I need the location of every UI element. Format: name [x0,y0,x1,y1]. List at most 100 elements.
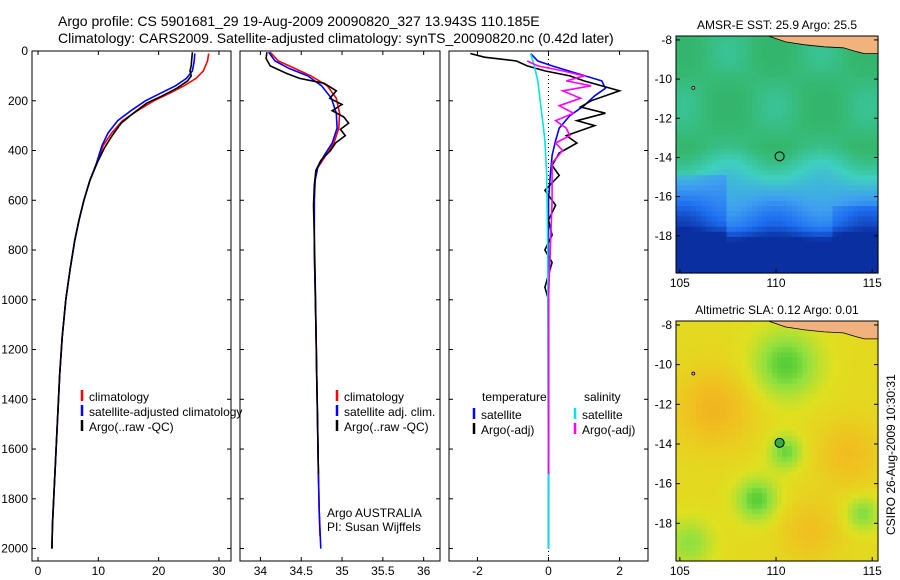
heatmap-cell [686,435,692,442]
heatmap-cell [696,461,702,468]
heatmap-cell [777,524,783,531]
heatmap-cell [731,430,738,437]
heatmap-cell [771,461,778,468]
heatmap-cell [726,97,733,104]
heatmap-cell [716,404,723,411]
heatmap-cell [741,139,748,145]
heatmap-cell [676,352,682,359]
heatmap-cell [797,487,803,494]
heatmap-cell [721,216,728,223]
heatmap-cell [792,113,798,120]
heatmap-cell [681,404,687,411]
heatmap-cell [691,231,697,238]
heatmap-cell [792,357,798,364]
heatmap-cell [792,347,798,353]
heatmap-cell [716,341,723,348]
heatmap-cell [817,435,824,442]
heatmap-cell [731,66,738,73]
heatmap-cell [802,118,808,125]
heatmap-cell [867,456,874,463]
heatmap-cell [681,82,687,89]
heatmap-cell [782,404,788,411]
heatmap-cell [832,144,839,150]
heatmap-cell [691,524,697,531]
heatmap-cell [736,185,743,192]
heatmap-cell [751,128,758,135]
heatmap-cell [756,331,763,338]
heatmap-cell [857,352,864,359]
heatmap-cell [827,529,834,536]
heatmap-cell [736,388,743,395]
heatmap-cell [726,336,733,343]
heatmap-cell [681,226,687,233]
heatmap-cell [792,108,798,114]
heatmap-cell [817,331,824,338]
heatmap-cell [711,514,717,520]
heatmap-cell [746,508,753,515]
heatmap-cell [751,347,758,353]
heatmap-cell [792,362,798,369]
heatmap-cell [787,336,793,343]
heatmap-cell [827,451,834,458]
heatmap-cell [716,72,723,78]
heatmap-cell [711,154,717,161]
heatmap-cell [751,456,758,463]
heatmap-cell [681,347,687,353]
heatmap-cell [792,56,798,63]
heatmap-cell [842,77,849,83]
heatmap-cell [787,175,793,181]
heatmap-cell [857,206,864,212]
heatmap-cell [701,221,707,228]
heatmap-cell [726,123,733,130]
heatmap-cell [782,252,788,259]
heatmap-cell [771,373,778,379]
heatmap-cell [827,420,834,426]
heatmap-cell [787,46,793,53]
heatmap-cell [787,159,793,166]
heatmap-cell [802,113,808,120]
heatmap-cell [691,446,697,453]
heatmap-cell [867,508,874,515]
heatmap-cell [852,257,859,264]
heatmap-cell [696,139,702,145]
heatmap-cell [832,529,839,536]
heatmap-cell [807,87,813,94]
heatmap-cell [726,61,733,68]
heatmap-cell [777,200,783,207]
heatmap-cell [711,175,717,181]
heatmap-cell [711,262,717,269]
heatmap-cell [711,82,717,89]
heatmap-cell [686,540,692,546]
heatmap-cell [746,441,753,447]
heatmap-cell [787,113,793,120]
legend-label: satellite [481,408,522,422]
heatmap-cell [711,336,717,343]
x-tick-label: 110 [766,564,785,578]
heatmap-cell [792,66,798,73]
heatmap-cell [812,92,818,99]
heatmap-cell [852,51,859,58]
heatmap-cell [696,534,702,541]
heatmap-cell [807,92,813,99]
heatmap-cell [736,51,743,58]
heatmap-cell [731,467,738,473]
heatmap-cell [842,425,849,432]
heatmap-cell [721,545,728,552]
heatmap-cell [716,61,723,68]
heatmap-cell [676,487,682,494]
heatmap-cell [847,373,854,379]
heatmap-cell [691,169,697,176]
heatmap-cell [711,321,717,327]
heatmap-cell [766,164,773,171]
heatmap-cell [741,467,748,473]
x-tick-label: 0 [35,564,42,578]
heatmap-cell [857,441,864,447]
heatmap-cell [807,133,813,140]
heatmap-cell [842,414,849,421]
heatmap-cell [832,236,839,243]
heatmap-cell [797,257,803,264]
heatmap-cell [766,51,773,58]
heatmap-cell [867,482,874,489]
heatmap-cell [686,493,692,499]
heatmap-cell [721,247,728,253]
